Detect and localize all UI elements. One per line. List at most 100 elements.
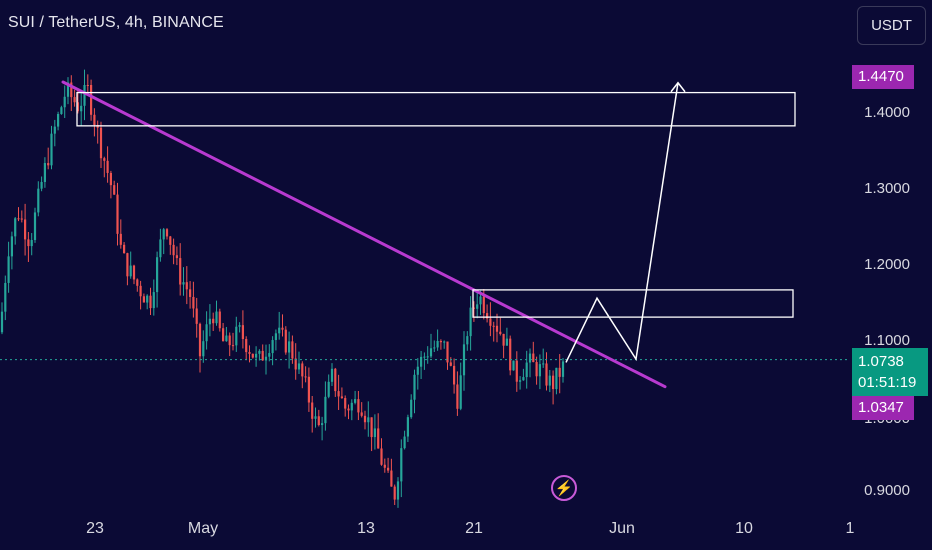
candle-body — [33, 212, 37, 241]
candle-body — [340, 396, 343, 399]
candle-body — [146, 295, 149, 303]
candle-body — [238, 325, 241, 327]
candle-body — [241, 325, 244, 339]
candle-body — [439, 341, 442, 343]
candle-body — [330, 368, 334, 382]
candle-body — [373, 428, 376, 438]
projection-path[interactable] — [565, 82, 679, 363]
candle-body — [66, 82, 70, 97]
trendline[interactable] — [61, 80, 667, 389]
candle-body — [545, 363, 548, 386]
candle-body — [443, 341, 446, 343]
candle-body — [248, 352, 251, 354]
candles-layer — [0, 69, 565, 508]
candle-body — [57, 114, 60, 127]
candle-body — [344, 398, 347, 409]
candle-body — [509, 338, 512, 371]
candle-body — [396, 481, 400, 500]
candle-body — [400, 448, 403, 482]
candle-body — [413, 374, 416, 400]
candle-body — [456, 384, 459, 409]
candle-body — [307, 376, 310, 403]
candle-body — [0, 311, 4, 333]
candle-body — [370, 417, 373, 438]
candle-body — [228, 335, 231, 346]
candle-body — [255, 353, 258, 358]
candle-body — [116, 194, 119, 234]
candle-body — [502, 333, 505, 346]
candle-body — [103, 158, 106, 161]
candle-body — [462, 344, 466, 376]
candle-body — [476, 304, 479, 309]
candle-body — [380, 448, 383, 465]
candle-body — [245, 338, 248, 353]
y-tick-label: 0.9000 — [864, 482, 910, 499]
candle-body — [83, 84, 86, 106]
candle-body — [284, 329, 287, 353]
candle-body — [291, 341, 294, 359]
y-tick-label: 1.4000 — [864, 104, 910, 121]
candle-body — [189, 289, 192, 297]
candle-body — [132, 265, 136, 280]
candle-body — [156, 257, 159, 293]
candle-body — [129, 265, 132, 277]
candle-body — [225, 335, 228, 342]
candle-body — [294, 358, 297, 370]
candle-body — [175, 255, 178, 259]
candle-body — [436, 341, 439, 348]
candle-body — [268, 353, 271, 357]
candle-body — [60, 107, 63, 115]
low-price-badge: 1.0347 — [852, 396, 914, 420]
support-zone[interactable] — [472, 289, 794, 318]
candle-body — [528, 353, 532, 363]
candle-body — [159, 239, 162, 258]
candle-body — [169, 236, 172, 245]
candle-body — [505, 338, 508, 346]
candle-body — [20, 218, 23, 220]
candle-body — [311, 402, 314, 419]
x-tick-label: 23 — [86, 520, 104, 537]
candle-body — [548, 375, 551, 386]
candle-body — [532, 353, 535, 363]
candle-body — [261, 350, 264, 361]
candle-body — [195, 308, 198, 324]
candle-body — [416, 366, 419, 375]
candle-body — [420, 356, 423, 367]
projection-arrowhead — [670, 81, 686, 93]
candle-body — [489, 318, 492, 326]
candle-body — [27, 239, 30, 247]
candle-body — [218, 311, 221, 329]
candle-body — [14, 218, 17, 237]
candle-body — [403, 436, 406, 449]
x-tick-label: 10 — [735, 520, 753, 537]
lightning-icon[interactable]: ⚡ — [551, 475, 577, 501]
candle-body — [281, 327, 284, 330]
candle-body — [172, 244, 175, 256]
candle-body — [119, 233, 122, 245]
candle-body — [212, 318, 215, 324]
candle-body — [426, 356, 429, 358]
candle-body — [205, 324, 208, 342]
currency-button[interactable]: USDT — [857, 6, 926, 45]
last-price-badge: 1.0738 01:51:19 — [852, 348, 928, 396]
candle-body — [492, 325, 495, 327]
resistance-zone[interactable] — [76, 91, 796, 127]
candle-body — [390, 470, 393, 487]
candle-body — [4, 282, 7, 312]
candle-body — [542, 363, 545, 365]
high-price-badge: 1.4470 — [852, 65, 914, 89]
candle-body — [354, 399, 357, 403]
candle-body — [367, 417, 370, 423]
candle-body — [251, 353, 254, 358]
candle-body — [327, 381, 330, 397]
x-tick-label: May — [187, 520, 219, 537]
x-tick-label: 1 — [845, 520, 855, 537]
candle-body — [486, 313, 489, 319]
x-tick-label: 21 — [465, 520, 483, 537]
candle-body — [423, 356, 426, 358]
candle-body — [297, 363, 301, 370]
candle-body — [321, 423, 324, 425]
candle-body — [334, 368, 337, 392]
candle-body — [142, 296, 145, 303]
